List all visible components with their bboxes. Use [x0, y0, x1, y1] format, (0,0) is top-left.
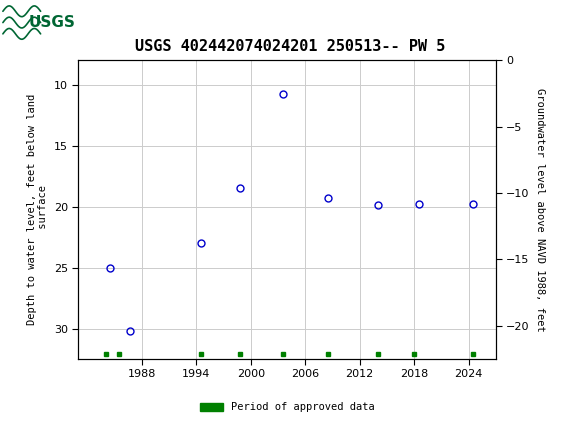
- Y-axis label: Groundwater level above NAVD 1988, feet: Groundwater level above NAVD 1988, feet: [535, 88, 545, 332]
- Text: USGS: USGS: [29, 15, 75, 30]
- Legend: Period of approved data: Period of approved data: [195, 398, 379, 417]
- Y-axis label: Depth to water level, feet below land
 surface: Depth to water level, feet below land su…: [27, 94, 48, 325]
- Text: USGS 402442074024201 250513-- PW 5: USGS 402442074024201 250513-- PW 5: [135, 39, 445, 54]
